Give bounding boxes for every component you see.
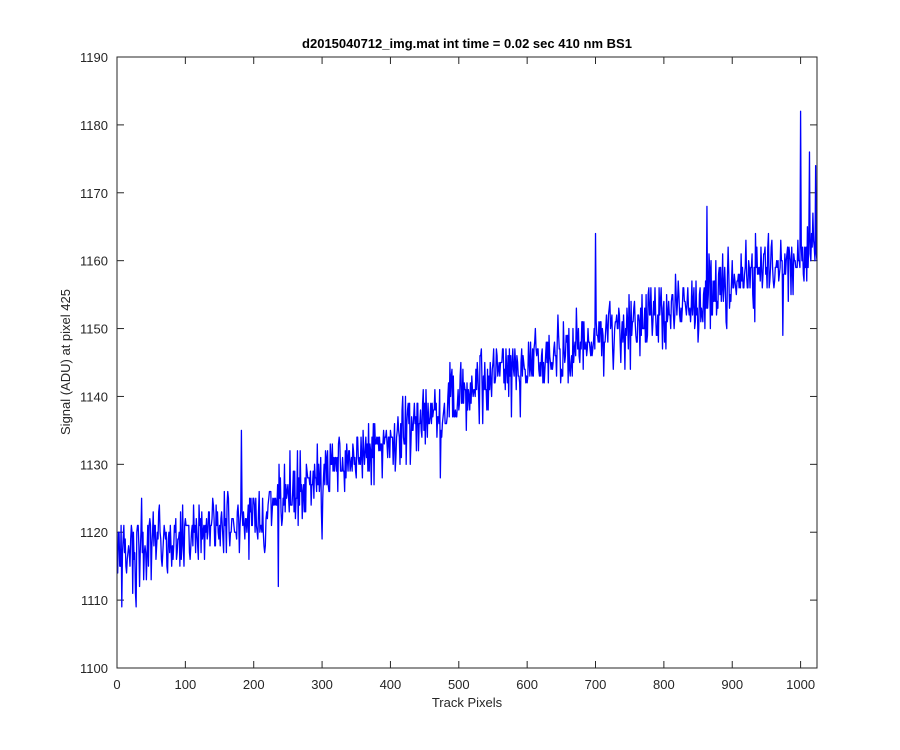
signal-series-line: [117, 110, 818, 608]
x-tick-label-500: 500: [448, 677, 470, 692]
y-tick-label-1120: 1120: [80, 525, 108, 540]
x-ticks: [116, 57, 802, 668]
chart-title: d2015040712_img.mat int time = 0.02 sec …: [302, 36, 632, 51]
x-tick-label-0: 0: [113, 677, 120, 692]
y-tick-label-1100: 1100: [80, 661, 108, 676]
y-tick-label-1160: 1160: [80, 254, 108, 269]
x-tick-label-700: 700: [585, 677, 607, 692]
x-tick-label-800: 800: [653, 677, 675, 692]
y-tick-label-1150: 1150: [80, 322, 108, 337]
y-tick-label-1170: 1170: [80, 186, 108, 201]
y-tick-label-1140: 1140: [80, 389, 108, 404]
x-tick-labels: 0 100 200 300 400 500 600 700 800 900 1000: [113, 677, 815, 692]
y-axis-label: Signal (ADU) at pixel 425: [58, 289, 73, 435]
x-tick-label-300: 300: [311, 677, 333, 692]
plot-area: [117, 57, 817, 668]
x-tick-label-1000: 1000: [786, 677, 815, 692]
y-tick-label-1180: 1180: [80, 118, 108, 133]
plot-frame: [116, 56, 818, 669]
y-tick-label-1110: 1110: [81, 593, 108, 608]
y-tick-label-1190: 1190: [80, 50, 108, 65]
x-tick-label-200: 200: [243, 677, 265, 692]
y-tick-label-1130: 1130: [80, 457, 108, 472]
x-tick-label-900: 900: [721, 677, 743, 692]
x-axis-label: Track Pixels: [432, 695, 503, 710]
x-tick-label-100: 100: [175, 677, 197, 692]
y-tick-labels: 1100 1110 1120 1130 1140 1150 1160 1170 1180 1190: [80, 50, 108, 676]
x-tick-label-600: 600: [516, 677, 538, 692]
x-tick-label-400: 400: [380, 677, 402, 692]
